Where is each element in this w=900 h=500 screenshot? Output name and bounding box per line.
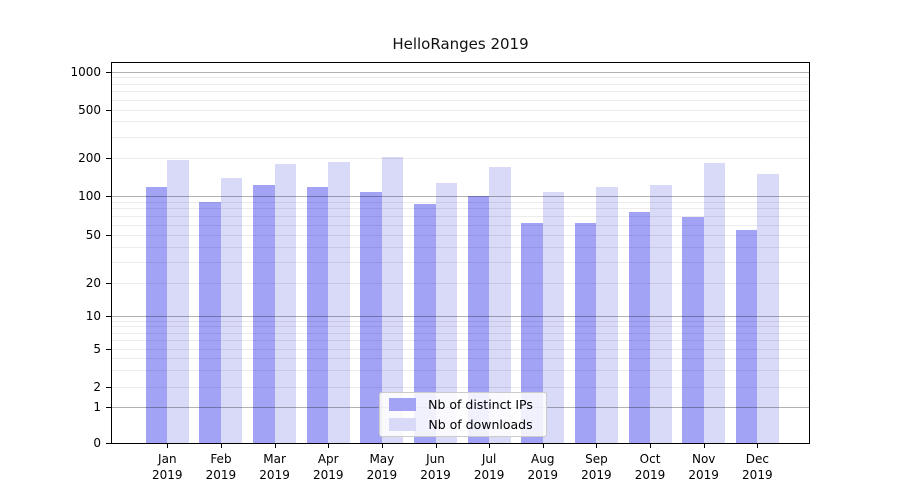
y-tick-mark <box>106 443 111 444</box>
bar-distinct-ips-apr <box>306 186 329 443</box>
y-tick-label: 1 <box>93 399 101 414</box>
bar-downloads-nov <box>703 162 726 443</box>
x-tick-mark <box>757 444 759 448</box>
y-tick-label: 500 <box>78 102 101 117</box>
y-tick-label: 2 <box>93 379 101 394</box>
y-tick-label: 5 <box>93 342 101 356</box>
bar-downloads-may <box>381 157 404 443</box>
bar-distinct-ips-mar <box>253 185 275 443</box>
legend-item-downloads: Nb of downloads <box>389 416 537 433</box>
bar-distinct-ips-may <box>360 191 382 443</box>
bar-downloads-aug <box>542 192 565 443</box>
legend-swatch-distinct-ips <box>389 398 416 411</box>
x-tick-label-nov: Nov 2019 <box>688 452 719 482</box>
chart-title: HelloRanges 2019 <box>392 35 529 53</box>
x-tick-mark <box>167 444 169 448</box>
legend-label: Nb of distinct IPs <box>428 397 533 412</box>
x-tick-mark <box>703 444 705 448</box>
y-tick-label: 10 <box>85 308 101 323</box>
x-tick-label-dec: Dec 2019 <box>742 452 773 482</box>
y-tick-mark <box>106 109 111 111</box>
x-tick-label-may: May 2019 <box>366 452 398 482</box>
x-tick-mark <box>542 444 544 448</box>
bar-downloads-jun <box>435 183 457 443</box>
x-tick-label-mar: Mar 2019 <box>259 452 290 482</box>
x-tick-label-aug: Aug 2019 <box>527 452 559 482</box>
legend: Nb of distinct IPs Nb of downloads <box>379 392 547 437</box>
bars-layer <box>112 63 809 443</box>
x-tick-label-jan: Jan 2019 <box>152 452 183 482</box>
y-tick-label: 20 <box>85 276 101 291</box>
legend-item-distinct-ips: Nb of distinct IPs <box>389 396 537 413</box>
y-tick-mark <box>106 349 111 350</box>
x-tick-mark <box>381 444 383 448</box>
y-tick-label: 0 <box>93 436 101 450</box>
bar-distinct-ips-dec <box>735 229 758 443</box>
bar-distinct-ips-oct <box>628 212 651 443</box>
y-tick-label: 1000 <box>70 64 101 79</box>
x-tick-mark <box>489 444 491 448</box>
y-tick-mark <box>106 386 111 388</box>
bar-distinct-ips-aug <box>521 222 543 443</box>
bar-downloads-jan <box>167 160 189 443</box>
y-tick-mark <box>106 235 111 236</box>
x-tick-label-sep: Sep 2019 <box>581 452 612 482</box>
y-tick-mark <box>106 158 111 159</box>
bar-downloads-mar <box>274 164 297 443</box>
legend-swatch-downloads <box>389 418 416 431</box>
y-tick-label: 200 <box>78 151 101 165</box>
x-tick-mark <box>220 444 222 448</box>
y-tick-label: 100 <box>78 188 101 203</box>
bar-downloads-feb <box>220 177 243 443</box>
bar-downloads-sep <box>596 187 618 443</box>
x-tick-label-oct: Oct 2019 <box>634 452 666 482</box>
bar-distinct-ips-nov <box>682 216 704 443</box>
bar-downloads-apr <box>328 161 350 443</box>
bar-distinct-ips-jun <box>414 204 436 443</box>
y-tick-mark <box>106 195 111 197</box>
x-tick-label-jul: Jul 2019 <box>473 452 505 482</box>
bar-distinct-ips-jul <box>467 195 490 443</box>
y-tick-mark <box>106 283 111 285</box>
y-tick-mark <box>106 406 111 408</box>
bar-distinct-ips-jan <box>145 186 168 443</box>
x-tick-mark <box>596 444 598 448</box>
bar-downloads-oct <box>650 185 672 443</box>
bar-downloads-jul <box>489 167 511 443</box>
bar-distinct-ips-feb <box>199 201 221 443</box>
x-tick-mark <box>650 444 652 448</box>
plot-area: Nb of distinct IPs Nb of downloads <box>111 62 810 444</box>
legend-label: Nb of downloads <box>428 417 533 432</box>
x-tick-label-apr: Apr 2019 <box>312 452 344 482</box>
x-tick-mark <box>435 444 437 448</box>
x-tick-label-feb: Feb 2019 <box>205 452 237 482</box>
x-tick-mark <box>274 444 276 448</box>
x-tick-mark <box>328 444 330 448</box>
bar-downloads-dec <box>757 174 779 443</box>
y-tick-mark <box>106 315 111 317</box>
y-tick-mark <box>106 71 111 73</box>
x-tick-label-jun: Jun 2019 <box>420 452 451 482</box>
bar-distinct-ips-sep <box>574 222 597 443</box>
y-tick-label: 50 <box>85 228 101 242</box>
